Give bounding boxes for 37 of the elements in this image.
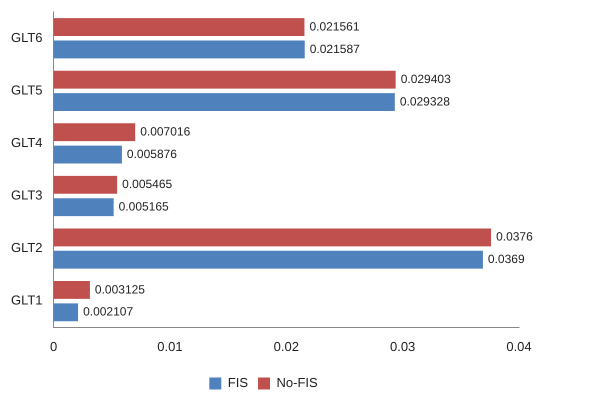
data-label: 0.0369 (488, 252, 525, 266)
y-tick-label: GLT5 (10, 82, 43, 98)
data-label: 0.021561 (309, 19, 360, 34)
x-tick-label: 0.01 (157, 338, 183, 354)
data-label: 0.003125 (94, 282, 146, 296)
data-label: 0.029328 (400, 94, 450, 108)
y-tick-label: GLT1 (10, 292, 43, 308)
bar (54, 18, 304, 36)
bar (54, 93, 395, 111)
bar (54, 303, 78, 322)
bar (54, 198, 114, 216)
x-tick-label: 0.03 (390, 338, 416, 354)
bar (54, 40, 305, 58)
x-tick-label: 0.04 (506, 338, 532, 354)
y-tick-label: GLT6 (10, 30, 43, 45)
y-tick-label: GLT2 (10, 240, 43, 256)
bar (54, 70, 396, 89)
data-label: 0.021587 (310, 42, 360, 56)
bar (54, 123, 136, 142)
x-tick-label: 0 (50, 338, 58, 354)
legend-label: FIS (228, 375, 248, 390)
x-tick-label: 0.02 (274, 338, 299, 354)
data-label: 0.005165 (118, 199, 170, 214)
y-tick-label: GLT3 (10, 188, 43, 203)
bar (54, 281, 90, 299)
bar (54, 228, 492, 246)
bar (54, 250, 483, 269)
data-label: 0.005876 (126, 146, 178, 161)
bar (54, 176, 118, 194)
y-tick-label: GLT4 (10, 134, 43, 150)
data-label: 0.002107 (83, 304, 134, 319)
data-label: 0.005465 (122, 177, 173, 192)
data-label: 0.0376 (496, 230, 534, 244)
data-label: 0.007016 (140, 124, 191, 139)
bar (54, 146, 122, 164)
legend-label: No-FIS (276, 375, 318, 390)
data-label: 0.029403 (400, 72, 452, 86)
